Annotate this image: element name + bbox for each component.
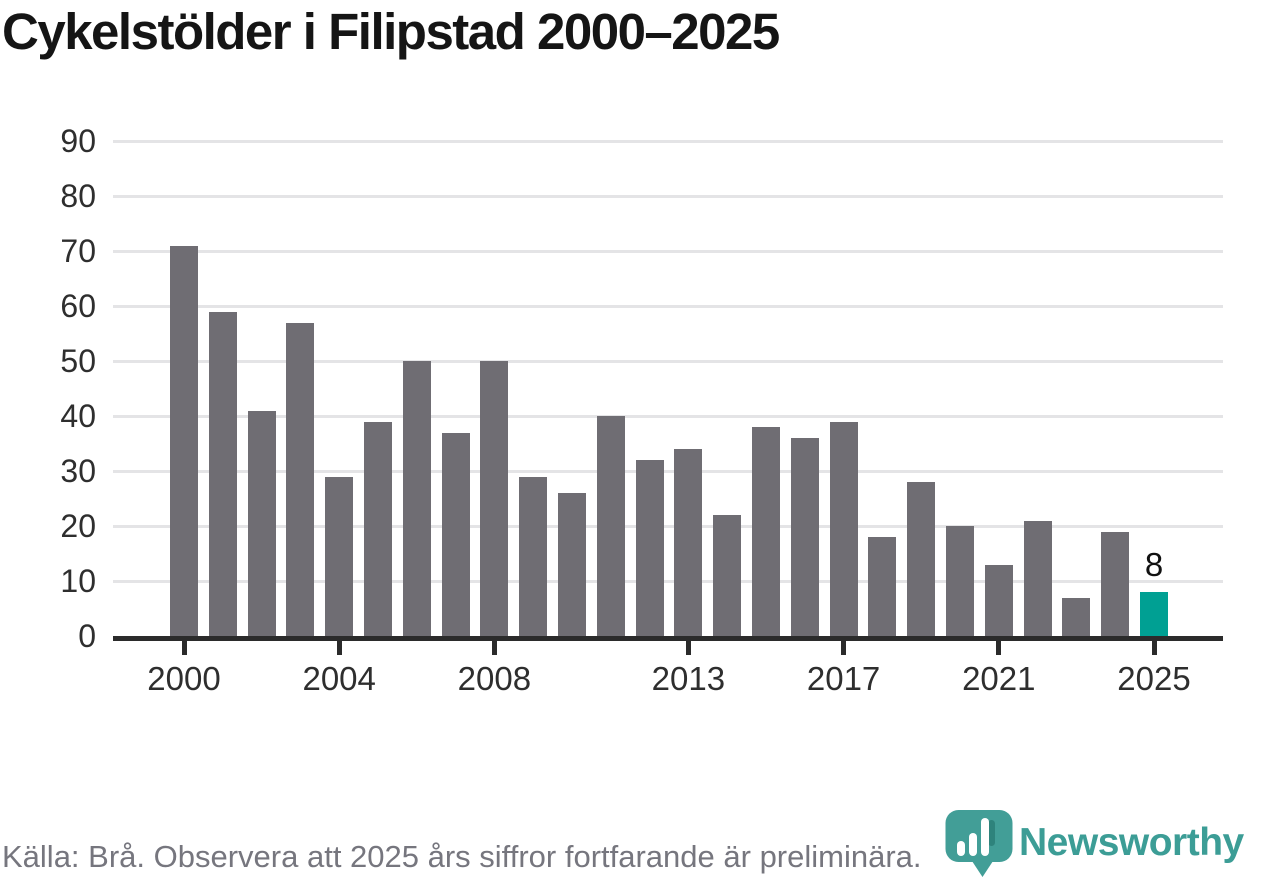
x-tick-label-2021: 2021 [962,660,1036,697]
x-axis: 2000 2004 2008 2013 2017 2021 2025 [113,641,1223,705]
source-note: Källa: Brå. Observera att 2025 års siffr… [2,839,922,874]
bar-2002 [247,410,276,636]
y-tick-label-40: 40 [60,398,96,434]
gridline-30 [113,469,1223,473]
plot-area: 8 [113,139,1223,636]
bar-2020 [946,526,974,636]
x-tick-label-2004: 2004 [302,660,376,697]
bar-2021 [984,564,1013,636]
bar-2005 [364,421,392,636]
x-axis-line [113,636,1223,641]
x-tick-label-2025: 2025 [1117,660,1191,697]
bar-value-label: 8 [1144,546,1164,583]
newsworthy-logo: Newsworthy [945,808,1261,878]
gridline-50 [113,359,1223,363]
y-tick-label-80: 80 [60,178,96,214]
y-tick-label-20: 20 [60,508,96,544]
chart-title: Cykelstölder i Filipstad 2000–2025 [2,3,780,60]
x-tick-2004 [336,641,342,655]
bar-2022 [1023,520,1052,636]
bar-2010 [558,493,586,636]
bar-2019 [907,482,936,636]
x-tick-label-2013: 2013 [651,660,726,697]
gridline-80 [113,194,1223,198]
gridline-90 [113,139,1223,143]
bar-2000 [170,245,198,636]
x-tick-2021 [996,641,1002,655]
x-tick-2008 [491,641,497,655]
bar-2016 [790,438,819,636]
bar-2012 [635,460,664,636]
bar-2013 [674,449,703,636]
y-tick-label-30: 30 [60,453,96,489]
gridline-20 [113,524,1223,528]
y-tick-label-0: 0 [78,618,96,654]
bar-chart-pin-icon [945,810,1013,877]
x-tick-2025 [1151,641,1157,655]
gridline-10 [113,579,1223,583]
x-tick-label-2000: 2000 [147,660,221,697]
y-tick-label-70: 70 [60,233,96,269]
x-tick-2000 [181,641,187,655]
gridline-70 [113,249,1223,253]
gridline-60 [113,304,1223,308]
bar-2007 [441,432,470,636]
bar-2009 [519,476,548,636]
bar-2025 [1140,592,1168,636]
bar-2001 [208,311,237,636]
y-tick-label-10: 10 [60,563,96,599]
bar-2018 [868,537,897,636]
x-tick-2017 [841,641,847,655]
newsworthy-wordmark: Newsworthy [1019,821,1244,864]
x-tick-label-2017: 2017 [806,660,881,697]
bar-2014 [713,515,742,636]
bar-2015 [752,427,780,636]
bar-2008 [480,361,509,636]
bar-2017 [829,421,858,636]
bar-2024 [1101,531,1130,636]
bar-2011 [596,416,625,636]
y-tick-label-60: 60 [60,288,96,324]
gridline-40 [113,414,1223,418]
y-tick-label-90: 90 [60,123,96,159]
x-tick-label-2008: 2008 [457,660,532,697]
y-axis: 0 10 20 30 40 50 60 70 80 90 [0,125,96,652]
x-tick-2013 [685,641,691,655]
bar-2006 [402,361,431,636]
bar-2023 [1062,597,1091,636]
y-tick-label-50: 50 [60,343,96,379]
bar-2004 [325,476,354,636]
bar-2003 [286,322,315,636]
